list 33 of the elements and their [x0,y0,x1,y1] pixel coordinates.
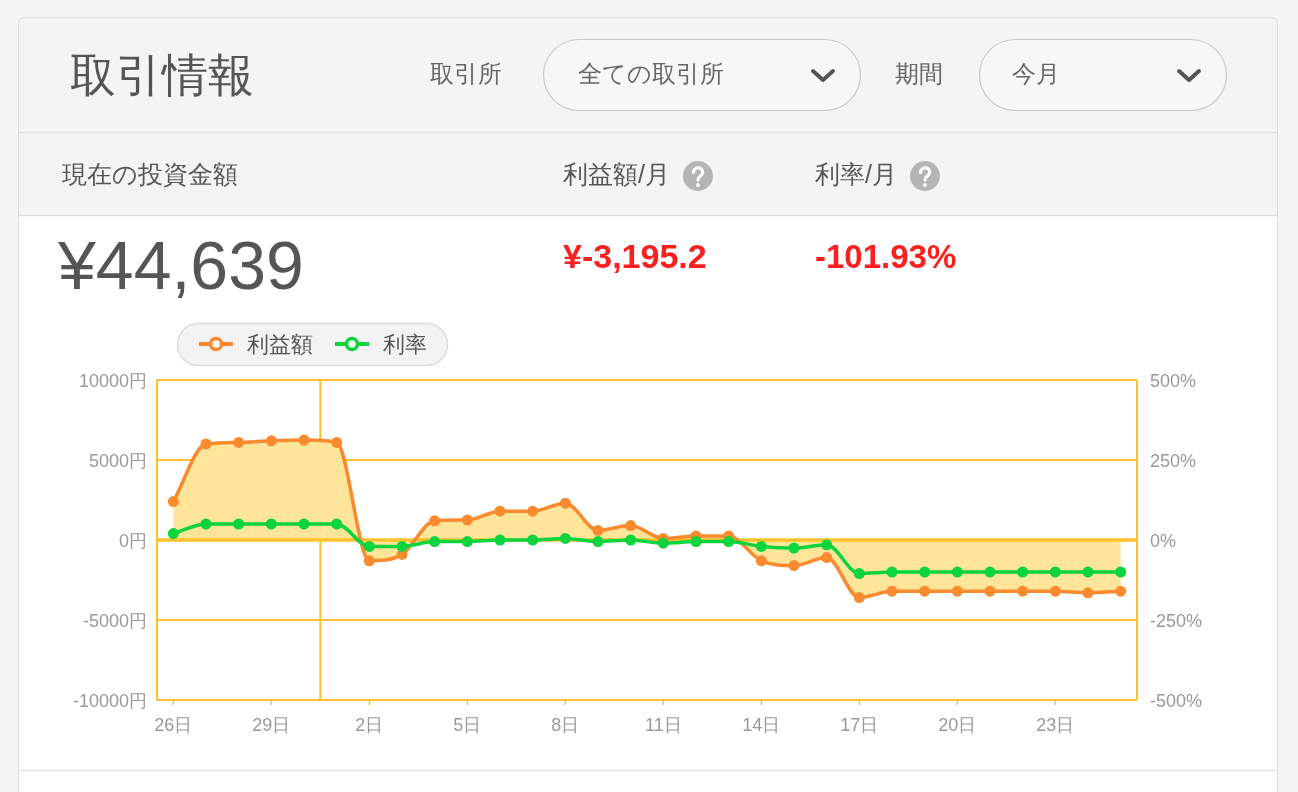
legend-label: 利率 [383,332,427,357]
ytick-label: -5000円 [82,610,147,631]
xtick-label: 17日 [840,715,879,735]
annotation: 期間 [895,60,943,87]
annotation: 現在の投資金額 [62,160,238,188]
annotation: ¥-3,195.2 [563,237,707,275]
annotation: 今月 [1012,60,1060,87]
y2tick-label: 0% [1150,530,1176,551]
xtick-label: 20日 [938,715,977,735]
ytick-label: -10000円 [72,690,147,711]
ytick-label: 10000円 [78,370,147,391]
xtick-label: 2日 [355,715,384,735]
annotation: 全ての取引所 [578,60,724,87]
legend-label: 利益額 [247,332,313,357]
xtick-label: 29日 [252,715,291,735]
annotation: 利益額/月 [563,160,670,188]
annotation: 取引所 [430,60,502,87]
y2tick-label: -500% [1150,690,1203,711]
xtick-label: 8日 [551,715,580,735]
title: 取引情報 [70,49,254,101]
ytick-label: 0円 [119,530,147,551]
xtick-label: 11日 [645,715,682,735]
xtick-label: 14日 [742,715,781,735]
annotation: -101.93% [815,238,957,275]
y2tick-label: 250% [1150,450,1197,471]
xtick-label: 26日 [154,715,193,735]
y2tick-label: -250% [1150,610,1203,631]
ytick-label: 5000円 [88,450,147,471]
xtick-label: 5日 [453,715,482,735]
y2tick-label: 500% [1150,370,1197,391]
xtick-label: 23日 [1036,715,1075,735]
annotation: 利率/月 [815,160,897,188]
annotation: ¥44,639 [58,227,304,303]
